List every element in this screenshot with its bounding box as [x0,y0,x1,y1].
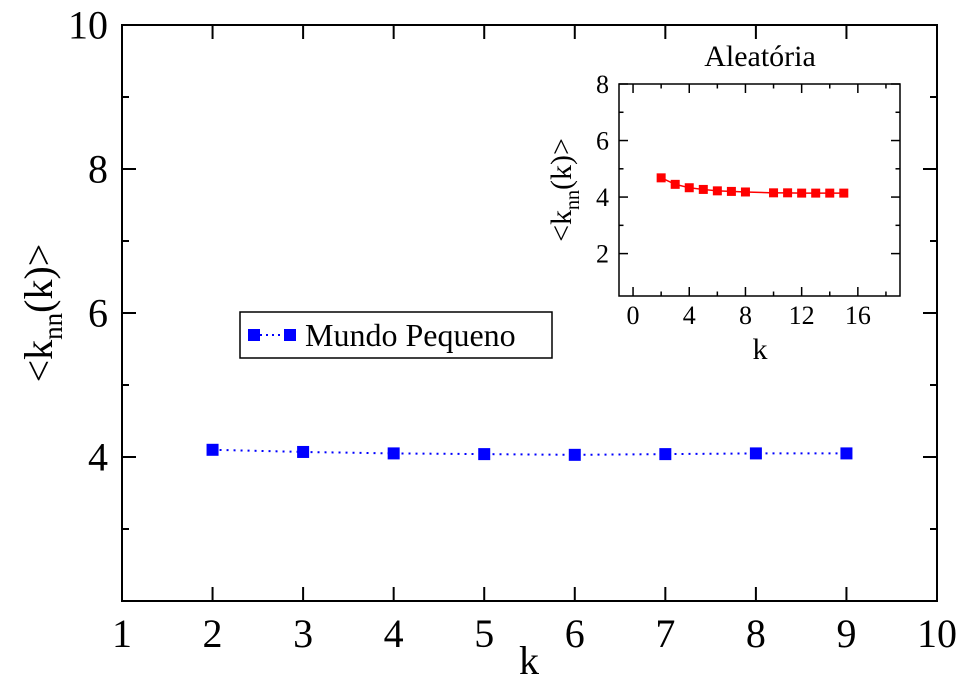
inset-background [619,84,900,296]
data-point [712,186,722,196]
inset-y-axis-label: <knn(k)> [545,138,584,242]
x-tick-label: 10 [917,611,957,656]
x-tick-label: 1 [112,611,132,656]
data-point [568,448,581,461]
y-tick-label: 10 [68,3,108,48]
x-tick-label: 5 [474,611,494,656]
x-tick-label: 8 [739,301,752,330]
data-point [670,179,680,189]
main-legend: Mundo Pequeno [239,311,553,359]
x-tick-label: 8 [746,611,766,656]
data-point [740,187,750,197]
x-tick-label: 16 [845,301,871,330]
data-point [825,188,835,198]
inset-series [656,173,849,198]
inset-ticks: 0 4 8 12 16 2 4 6 8 [596,70,900,330]
x-tick-label: 6 [565,611,585,656]
x-tick-label: 0 [627,301,640,330]
inset-y-axis-label-rest: (k)> [545,138,578,190]
data-point [797,188,807,198]
y-tick-label: 6 [88,291,108,336]
inset-y-axis-label-main: <k [545,210,578,242]
legend-marker-right [284,329,296,341]
data-point [684,183,694,193]
y-tick-label: 4 [596,183,609,212]
data-point [839,188,849,198]
inset-x-axis-label: k [753,333,768,366]
y-tick-label: 2 [596,239,609,268]
y-tick-label: 8 [596,70,609,99]
y-tick-label: 8 [88,147,108,192]
legend-marker-left [248,329,260,341]
main-y-axis-label-main: <k [16,340,61,383]
main-x-axis-label: k [519,638,539,680]
data-point [840,447,853,460]
data-point [749,447,762,460]
inset-plot-frame [618,83,901,297]
data-point [769,188,779,198]
inset-y-axis-label-sub: nn [562,190,584,210]
data-point [726,186,736,196]
data-point [206,443,219,456]
x-tick-label: 12 [789,301,815,330]
main-y-axis-label-rest: (k)> [16,244,61,313]
legend-box [239,311,553,359]
data-point [478,448,491,461]
y-tick-label: 4 [88,435,108,480]
data-point [656,173,666,183]
data-point [811,188,821,198]
series-line [212,448,847,456]
main-series [206,443,853,461]
x-tick-label: 9 [836,611,856,656]
x-tick-label: 4 [384,611,404,656]
main-y-axis-label: <knn(k)> [16,244,68,383]
y-tick-label: 6 [596,126,609,155]
x-tick-label: 2 [203,611,223,656]
data-point [659,448,672,461]
x-tick-label: 3 [293,611,313,656]
main-y-axis-label-sub: nn [38,312,68,340]
inset-chart: 0 4 8 12 16 2 4 6 8 Aleatória k <knn(k)> [545,40,901,366]
data-point [698,184,708,194]
inset-title: Aleatória [704,40,816,73]
x-tick-label: 7 [655,611,675,656]
data-point [387,447,400,460]
legend-label-mundo-pequeno: Mundo Pequeno [305,317,516,353]
x-tick-label: 4 [683,301,696,330]
data-point [783,188,793,198]
data-point [297,445,310,458]
